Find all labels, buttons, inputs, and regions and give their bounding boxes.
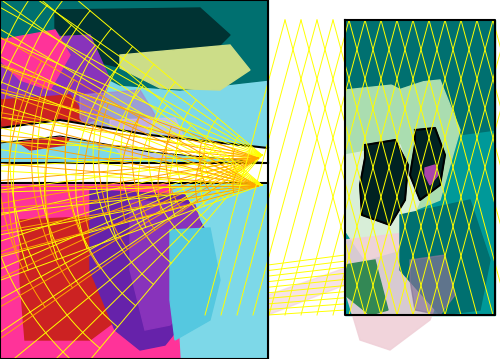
- Polygon shape: [425, 165, 438, 185]
- Polygon shape: [345, 260, 388, 315]
- Polygon shape: [345, 20, 495, 140]
- Polygon shape: [0, 95, 85, 150]
- Polygon shape: [345, 145, 420, 260]
- Polygon shape: [55, 8, 230, 72]
- Polygon shape: [365, 28, 435, 88]
- Polygon shape: [80, 90, 155, 148]
- Polygon shape: [345, 20, 495, 315]
- Polygon shape: [175, 183, 268, 359]
- Polygon shape: [410, 255, 455, 315]
- Polygon shape: [110, 118, 185, 160]
- Polygon shape: [410, 128, 445, 200]
- Polygon shape: [0, 183, 180, 359]
- Polygon shape: [345, 230, 445, 350]
- Polygon shape: [170, 228, 220, 340]
- Polygon shape: [120, 45, 250, 90]
- Polygon shape: [360, 140, 408, 225]
- Polygon shape: [0, 35, 110, 130]
- Polygon shape: [0, 163, 268, 183]
- Polygon shape: [0, 0, 268, 90]
- Polygon shape: [90, 190, 205, 350]
- Polygon shape: [345, 80, 460, 220]
- Polygon shape: [0, 183, 140, 359]
- Polygon shape: [268, 268, 345, 315]
- Polygon shape: [0, 30, 70, 90]
- Polygon shape: [0, 120, 268, 163]
- Polygon shape: [0, 0, 268, 163]
- Polygon shape: [130, 200, 205, 330]
- Polygon shape: [20, 215, 145, 340]
- Polygon shape: [400, 200, 490, 315]
- Polygon shape: [0, 183, 268, 359]
